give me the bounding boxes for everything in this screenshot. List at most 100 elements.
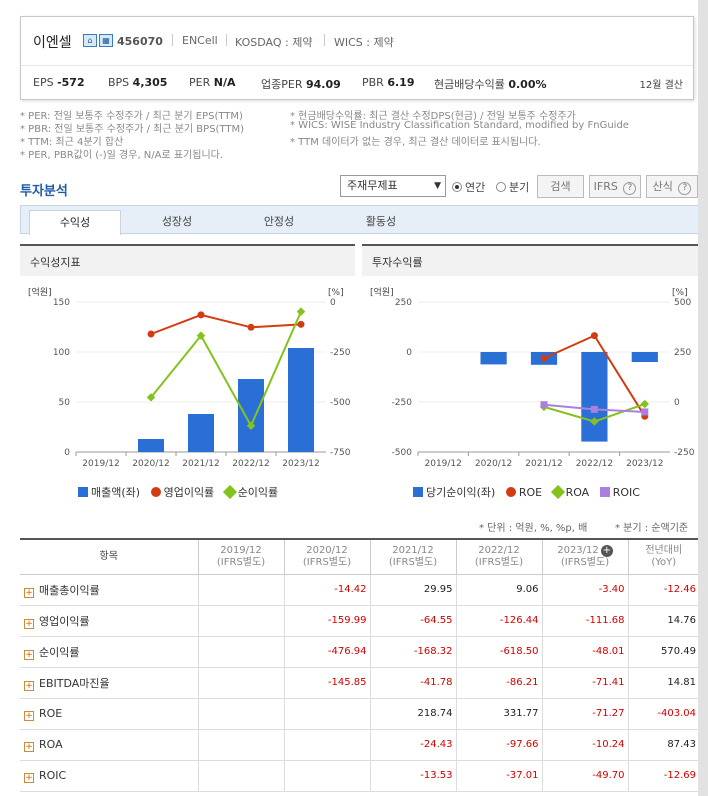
metric-bps: BPS 4,305 bbox=[108, 76, 168, 89]
expand-icon[interactable]: + bbox=[24, 772, 34, 783]
table-cell: -97.66 bbox=[455, 729, 542, 761]
row-label[interactable]: + 순이익률 bbox=[20, 636, 198, 668]
table-cell bbox=[197, 667, 284, 699]
bar bbox=[138, 439, 164, 452]
expand-icon[interactable]: + bbox=[24, 710, 34, 721]
return-chart: [억원] [%] 250 0 -250 -500 500 250 0 -250 2019/12 202… bbox=[370, 286, 695, 469]
legend-roic[interactable]: ROIC bbox=[599, 486, 640, 499]
table-row: + ROA -24.43 -97.66 -10.24 87.43 bbox=[20, 729, 699, 761]
scrollbar[interactable] bbox=[698, 0, 708, 796]
x-tick-label: 2022/12 bbox=[232, 459, 269, 469]
table-cell: -49.70 bbox=[541, 760, 628, 792]
bar bbox=[631, 352, 658, 362]
line-point bbox=[590, 332, 598, 340]
note-ttm-missing: * TTM 데이터가 없는 경우, 최근 결산 데이터로 표시됩니다. bbox=[290, 137, 541, 148]
radio-quarter[interactable]: 분기 bbox=[496, 179, 529, 195]
y-tick-left: 0 bbox=[64, 448, 70, 458]
fiscal-month: 12월 결산 bbox=[639, 80, 683, 91]
legend-roa[interactable]: ROA bbox=[550, 484, 589, 500]
radio-annual[interactable]: 연간 bbox=[452, 179, 485, 195]
quarter-note: * 분기 : 순액기준 bbox=[615, 523, 689, 534]
home-icon[interactable]: ⌂ bbox=[83, 34, 97, 47]
table-cell: 14.81 bbox=[627, 667, 699, 699]
metric-eps: EPS -572 bbox=[33, 76, 85, 89]
table-cell: 87.43 bbox=[627, 729, 699, 761]
search-button[interactable]: 검색 bbox=[537, 175, 584, 198]
table-cell: 331.77 bbox=[455, 698, 542, 730]
x-tick-label: 2019/12 bbox=[425, 459, 462, 469]
y-tick-right: 0 bbox=[674, 398, 680, 408]
bar bbox=[188, 414, 214, 452]
y-tick-right: 250 bbox=[674, 348, 691, 358]
building-icon[interactable]: ▦ bbox=[99, 34, 113, 47]
bar bbox=[480, 352, 507, 365]
metric-pbr: PBR 6.19 bbox=[362, 76, 415, 89]
legend-roe[interactable]: ROE bbox=[505, 486, 542, 499]
table-cell bbox=[197, 574, 284, 606]
col-header-yoy: 전년대비 (YoY) bbox=[627, 538, 699, 575]
profitability-chart-title: 수익성지표 bbox=[20, 244, 355, 276]
line-point bbox=[297, 320, 305, 328]
market-classification: KOSDAQ : 제약 bbox=[235, 36, 313, 49]
line-point bbox=[590, 405, 598, 413]
row-label[interactable]: + EBITDA마진율 bbox=[20, 667, 198, 699]
line-point bbox=[540, 354, 548, 362]
line-point bbox=[640, 399, 650, 409]
expand-icon[interactable]: + bbox=[24, 618, 34, 629]
legend-operating-margin[interactable]: 영업이익률 bbox=[150, 486, 214, 499]
line-point bbox=[247, 323, 255, 331]
expand-icon[interactable]: + bbox=[24, 649, 34, 660]
table-cell: -10.24 bbox=[541, 729, 628, 761]
table-cell: -48.01 bbox=[541, 636, 628, 668]
line-point bbox=[590, 417, 599, 426]
profitability-legend: 매출액(좌) 영업이익률 순이익률 bbox=[78, 484, 278, 500]
y-tick-left: 150 bbox=[53, 298, 70, 308]
row-label[interactable]: + ROIC bbox=[20, 760, 198, 792]
table-row: + 순이익률 -476.94 -168.32 -618.50 -48.01 570.49 bbox=[20, 636, 699, 668]
row-label[interactable]: + 영업이익률 bbox=[20, 605, 198, 637]
report-type-select[interactable]: 주재무제표 ▼ bbox=[340, 175, 446, 197]
help-icon: ? bbox=[623, 182, 637, 195]
company-english-name: ENCell bbox=[182, 34, 218, 47]
expand-icon[interactable]: + bbox=[24, 741, 34, 752]
table-cell bbox=[197, 605, 284, 637]
row-label[interactable]: + ROA bbox=[20, 729, 198, 761]
formula-button[interactable]: 산식 ? bbox=[646, 175, 698, 198]
analysis-title: 투자분석 bbox=[20, 184, 68, 199]
y-tick-left: 0 bbox=[406, 348, 412, 358]
row-label[interactable]: + ROE bbox=[20, 698, 198, 730]
tab-growth[interactable]: 성장성 bbox=[161, 215, 193, 228]
legend-revenue[interactable]: 매출액(좌) bbox=[78, 486, 140, 499]
tab-profitability[interactable]: 수익성 bbox=[29, 210, 121, 235]
expand-icon[interactable]: + bbox=[24, 587, 34, 598]
tab-activity[interactable]: 활동성 bbox=[365, 215, 397, 228]
note-dividend: * 현금배당수익률: 최근 결산 수정DPS(현금) / 전일 보통주 수정주가 bbox=[290, 111, 576, 122]
col-header-2022: 2022/12 (IFRS별도) bbox=[455, 538, 542, 575]
y-tick-right: -250 bbox=[330, 348, 351, 358]
table-cell: -41.78 bbox=[369, 667, 456, 699]
table-cell bbox=[283, 729, 370, 761]
y-tick-left: 50 bbox=[59, 398, 71, 408]
add-column-icon[interactable]: + bbox=[600, 544, 613, 557]
expand-icon[interactable]: + bbox=[24, 680, 34, 691]
row-label[interactable]: + 매출총이익률 bbox=[20, 574, 198, 606]
line-point bbox=[641, 408, 649, 416]
note-per: * PER: 전일 보통주 수정주가 / 최근 분기 EPS(TTM) bbox=[20, 111, 243, 122]
table-cell: -476.94 bbox=[283, 636, 370, 668]
table-row: + EBITDA마진율 -145.85 -41.78 -86.21 -71.41 14.81 bbox=[20, 667, 699, 699]
ifrs-button[interactable]: IFRS ? bbox=[589, 175, 641, 198]
y-tick-right: -250 bbox=[674, 448, 695, 458]
legend-net-margin[interactable]: 순이익률 bbox=[222, 484, 278, 500]
tab-stability[interactable]: 안정성 bbox=[263, 215, 295, 228]
metric-industry-per: 업종PER 94.09 bbox=[261, 78, 341, 91]
table-cell: -12.69 bbox=[627, 760, 699, 792]
profitability-table: 항목 2019/12 (IFRS별도) 2020/12 (IFRS별도) 2021/… bbox=[20, 538, 699, 792]
table-cell: 570.49 bbox=[627, 636, 699, 668]
metric-dividend-yield: 현금배당수익률 0.00% bbox=[434, 78, 547, 91]
table-cell bbox=[197, 636, 284, 668]
table-cell: -14.42 bbox=[283, 574, 370, 606]
col-header-item: 항목 bbox=[20, 538, 198, 575]
legend-net-income[interactable]: 당기순이익(좌) bbox=[413, 486, 495, 499]
y-tick-left: -500 bbox=[392, 448, 413, 458]
line-point bbox=[246, 421, 256, 430]
